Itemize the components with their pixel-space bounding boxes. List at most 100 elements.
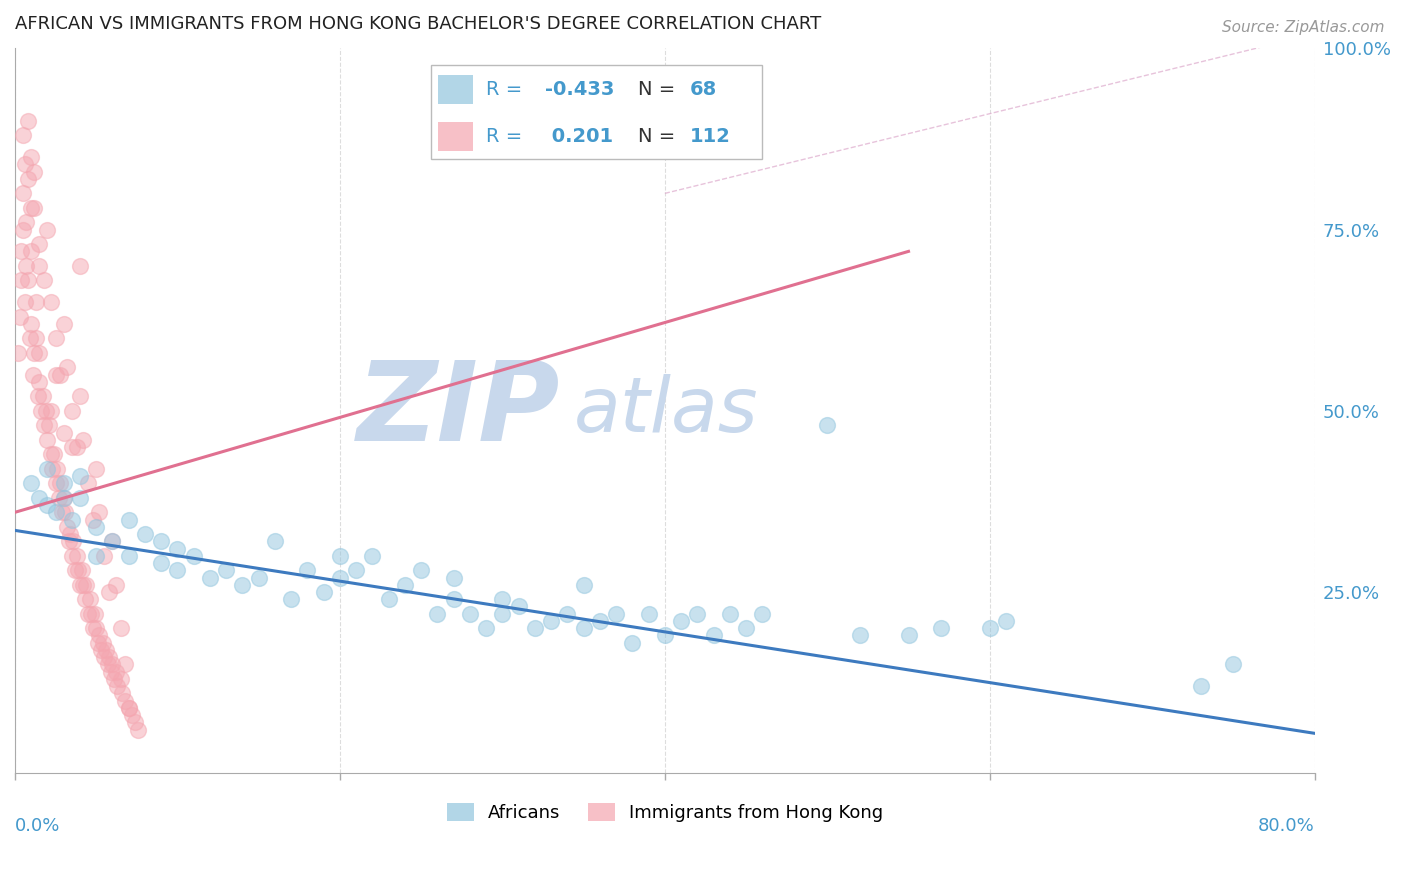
Point <box>60 404 83 418</box>
Point <box>297 563 319 577</box>
Point <box>28 491 51 505</box>
Point <box>32 418 55 433</box>
Point <box>703 628 725 642</box>
Point <box>84 621 107 635</box>
Point <box>103 672 125 686</box>
Point <box>58 534 80 549</box>
Point <box>11 128 34 143</box>
Point <box>557 607 579 621</box>
Point <box>475 621 498 635</box>
Point <box>60 512 83 526</box>
Point <box>329 570 352 584</box>
Point <box>79 592 101 607</box>
Point <box>66 440 89 454</box>
Point <box>17 273 39 287</box>
Point <box>98 585 121 599</box>
Point <box>76 578 98 592</box>
Point <box>20 244 42 259</box>
Point <box>60 440 83 454</box>
Point <box>37 433 59 447</box>
Point <box>14 295 37 310</box>
Point <box>77 607 100 621</box>
Point <box>849 628 872 642</box>
Point <box>72 578 94 592</box>
Point <box>89 628 111 642</box>
Point <box>20 317 42 331</box>
Point <box>897 628 920 642</box>
Point <box>18 331 41 345</box>
Point <box>134 527 156 541</box>
Point <box>35 404 58 418</box>
Point <box>247 570 270 584</box>
Point <box>443 592 465 607</box>
Point <box>53 505 76 519</box>
Point <box>51 505 73 519</box>
Point <box>24 164 46 178</box>
Point <box>59 527 82 541</box>
Point <box>686 607 709 621</box>
Point <box>24 346 46 360</box>
Point <box>52 425 75 440</box>
Point <box>361 549 384 563</box>
Point <box>56 360 79 375</box>
Point <box>56 520 79 534</box>
Point <box>735 621 758 635</box>
Point <box>101 657 124 672</box>
Point <box>70 563 93 577</box>
Point <box>929 621 952 635</box>
Point <box>111 686 134 700</box>
Point <box>11 186 34 201</box>
Point <box>98 650 121 665</box>
Point <box>394 578 416 592</box>
Point <box>82 621 104 635</box>
Point <box>669 614 692 628</box>
Point <box>37 462 59 476</box>
Point <box>83 607 105 621</box>
Point <box>69 578 91 592</box>
Point <box>540 614 562 628</box>
Point <box>979 621 1001 635</box>
Point <box>491 592 513 607</box>
Point <box>80 607 103 621</box>
Point <box>10 244 32 259</box>
Point <box>28 259 51 273</box>
Point <box>69 259 91 273</box>
Point <box>121 708 143 723</box>
Point <box>39 295 62 310</box>
Point <box>52 491 75 505</box>
Point <box>97 657 120 672</box>
Point <box>105 679 128 693</box>
Point <box>41 462 63 476</box>
Point <box>508 599 530 614</box>
Point <box>14 157 37 171</box>
Point <box>11 222 34 236</box>
Point <box>458 607 481 621</box>
Point <box>45 331 67 345</box>
Point <box>89 505 111 519</box>
Point <box>90 643 112 657</box>
Point <box>815 418 838 433</box>
Point <box>84 549 107 563</box>
Point <box>27 389 49 403</box>
Point <box>7 346 30 360</box>
Point <box>637 607 659 621</box>
Point <box>87 636 110 650</box>
Point <box>589 614 612 628</box>
Point <box>32 273 55 287</box>
Point <box>101 534 124 549</box>
Point <box>312 585 335 599</box>
Point <box>62 534 84 549</box>
Point <box>37 222 59 236</box>
Point <box>118 549 141 563</box>
Point <box>110 621 132 635</box>
Text: ZIP: ZIP <box>357 358 561 465</box>
Point <box>198 570 221 584</box>
Point <box>20 150 42 164</box>
Point <box>491 607 513 621</box>
Point <box>69 491 91 505</box>
Legend: Africans, Immigrants from Hong Kong: Africans, Immigrants from Hong Kong <box>439 796 890 830</box>
Point <box>49 368 72 382</box>
Point <box>20 201 42 215</box>
Point <box>91 636 114 650</box>
Point <box>46 462 69 476</box>
